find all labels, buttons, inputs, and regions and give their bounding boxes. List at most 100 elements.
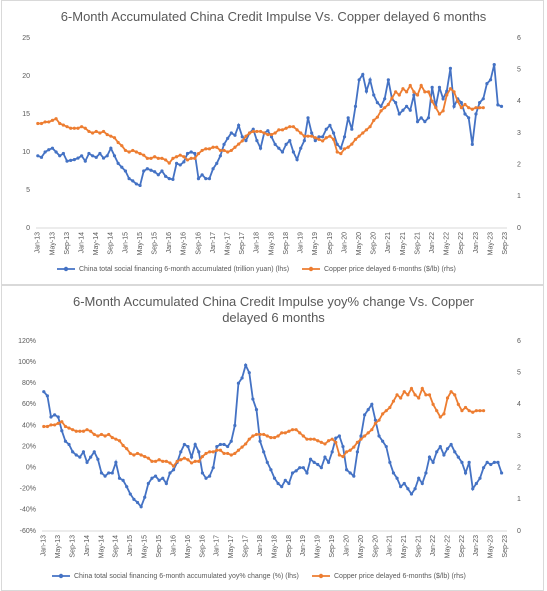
y-tick-label: 120% <box>18 338 36 345</box>
data-point <box>156 173 160 177</box>
data-point <box>372 118 376 122</box>
data-point <box>294 428 298 432</box>
data-point <box>395 476 399 480</box>
x-tick-label: Sep-13 <box>64 232 71 255</box>
data-point <box>215 444 219 449</box>
data-point <box>42 390 46 394</box>
data-point <box>103 434 107 438</box>
data-point <box>143 495 147 499</box>
data-point <box>131 148 135 153</box>
data-point <box>299 131 303 135</box>
data-point <box>226 136 230 140</box>
data-point <box>301 434 305 438</box>
data-point <box>54 117 58 121</box>
data-point <box>287 481 291 486</box>
data-point <box>71 428 75 432</box>
data-point <box>193 442 197 447</box>
data-point <box>254 432 259 437</box>
x-tick-label: Sep-17 <box>239 232 246 255</box>
data-point <box>456 402 460 406</box>
data-point <box>401 87 405 91</box>
data-point <box>107 432 111 437</box>
x-tick-label: May-22 <box>444 535 451 558</box>
data-point <box>419 83 423 88</box>
data-point <box>291 150 296 154</box>
data-point <box>372 93 376 97</box>
chart-panel: 6-Month Accumulated China Credit Impulse… <box>1 285 544 591</box>
data-point <box>346 145 350 149</box>
data-point <box>316 462 320 467</box>
x-tick-label: May-21 <box>401 535 408 558</box>
data-point <box>352 474 356 478</box>
data-point <box>352 445 356 449</box>
data-point <box>335 142 339 146</box>
data-point <box>149 156 153 160</box>
y2-tick-label: 4 <box>517 98 521 105</box>
y-tick-label: 100% <box>18 359 36 366</box>
x-tick-label: May-19 <box>312 232 319 255</box>
data-point <box>167 161 171 165</box>
data-point <box>240 445 244 449</box>
data-point <box>363 413 367 417</box>
x-tick-label: Sep-17 <box>243 535 250 558</box>
data-point <box>406 487 410 491</box>
x-tick-label: Sep-23 <box>502 535 509 558</box>
data-point <box>370 428 374 432</box>
x-tick-label: May-19 <box>315 535 322 558</box>
data-point <box>254 408 259 412</box>
data-point <box>244 134 248 138</box>
data-point <box>488 78 493 82</box>
x-tick-label: Jan-22 <box>430 535 437 557</box>
data-point <box>394 90 398 94</box>
x-tick-label: May-23 <box>487 232 494 255</box>
data-point <box>373 418 378 422</box>
data-point <box>87 151 91 156</box>
data-point <box>134 150 139 154</box>
data-point <box>218 154 222 158</box>
data-point <box>481 409 486 413</box>
data-point <box>280 128 285 132</box>
data-point <box>138 151 142 156</box>
data-point <box>185 151 190 156</box>
data-point <box>139 453 143 457</box>
data-point <box>363 434 367 438</box>
data-point <box>186 458 190 462</box>
x-tick-label: May-18 <box>268 232 275 255</box>
data-point <box>445 396 450 400</box>
data-point <box>67 426 71 430</box>
data-point <box>178 163 182 167</box>
data-point <box>123 169 128 173</box>
x-tick-label: Sep-14 <box>113 535 120 558</box>
x-tick-label: Sep-21 <box>414 232 421 255</box>
data-point <box>337 434 341 438</box>
data-point <box>251 129 255 134</box>
data-point <box>344 450 349 454</box>
data-point <box>269 435 273 440</box>
data-point <box>323 455 327 459</box>
data-point <box>272 476 277 480</box>
data-point <box>291 125 296 129</box>
x-tick-label: Sep-19 <box>327 232 334 255</box>
data-point <box>337 453 341 457</box>
data-point <box>251 434 255 438</box>
y2-tick-label: 1 <box>517 496 521 503</box>
series-line <box>37 64 502 187</box>
data-point <box>426 90 431 94</box>
data-point <box>168 461 172 465</box>
data-point <box>49 415 53 419</box>
data-point <box>65 125 69 129</box>
x-tick-label: Sep-13 <box>69 535 76 558</box>
y2-tick-label: 5 <box>517 67 521 74</box>
data-point <box>149 168 153 172</box>
data-point <box>247 131 252 135</box>
data-point <box>427 455 432 459</box>
data-point <box>193 459 197 463</box>
data-point <box>81 429 86 433</box>
data-point <box>485 460 489 464</box>
data-point <box>499 104 504 108</box>
data-point <box>328 123 332 127</box>
data-point <box>218 442 223 447</box>
data-point <box>420 386 424 391</box>
data-point <box>61 123 65 127</box>
y-tick-label: 15 <box>22 111 30 118</box>
